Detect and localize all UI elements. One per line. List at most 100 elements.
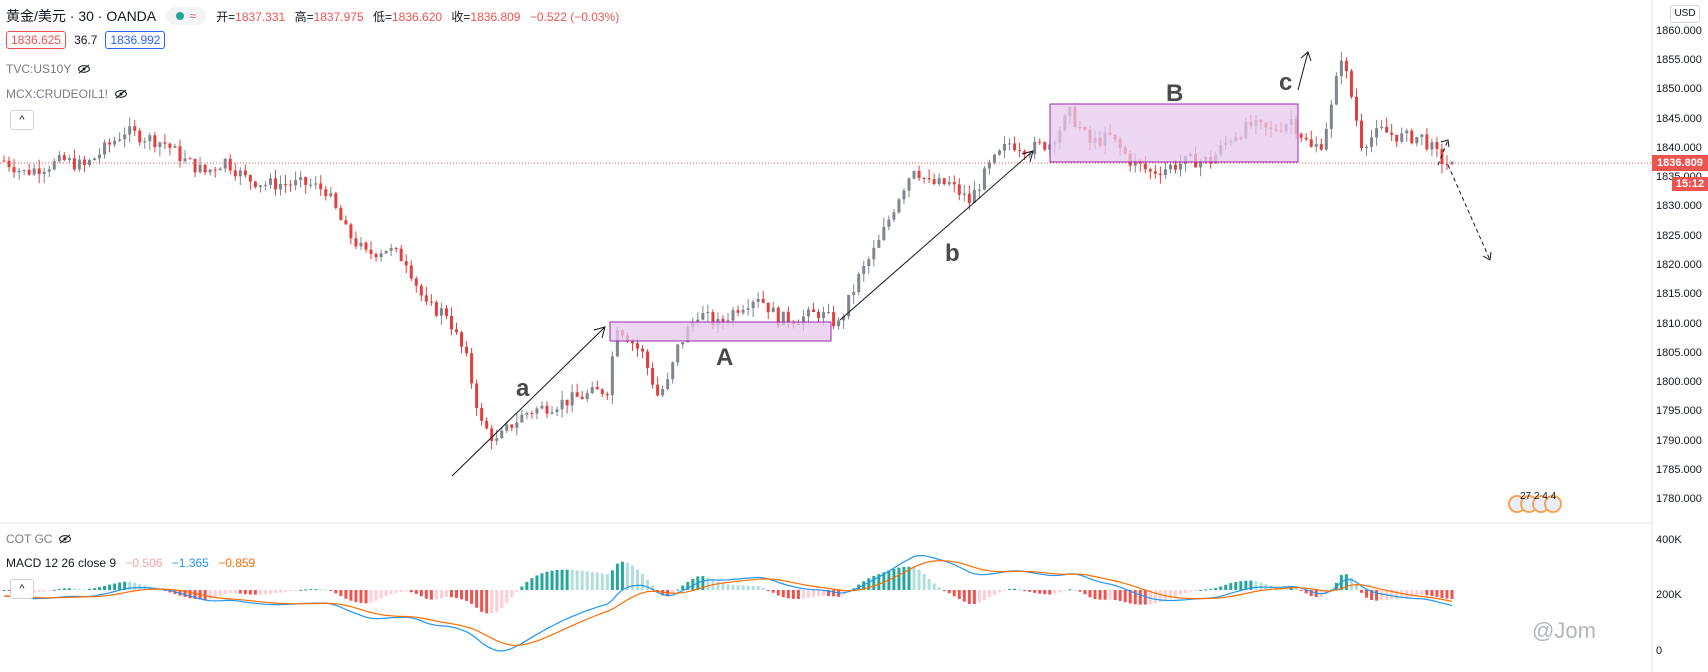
macd-histogram-bar (128, 581, 132, 590)
candle-body (811, 309, 815, 312)
candle-body (1158, 173, 1162, 175)
candle-body (535, 408, 539, 414)
candle-body (2, 160, 6, 162)
cot-label: COT GC (6, 532, 53, 546)
candle-body (867, 259, 871, 267)
macd-histogram-bar (1043, 590, 1047, 595)
macd-histogram-bar (741, 585, 745, 590)
candle-body (842, 316, 846, 321)
candle-body (1370, 137, 1374, 147)
arrow-b[interactable] (839, 150, 1034, 321)
candle-body (741, 309, 745, 313)
candle-body (128, 126, 132, 135)
macd-histogram-bar (1103, 590, 1107, 600)
macd-histogram-bar (439, 590, 443, 599)
close-value: 1836.809 (470, 9, 521, 24)
overlay-legend-crudeoil[interactable]: MCX:CRUDEOIL1! (6, 87, 128, 101)
bid-price-button[interactable]: 1836.625 (6, 31, 67, 49)
candle-body (173, 146, 177, 148)
macd-histogram-bar (636, 569, 639, 590)
currency-button[interactable]: USD (1670, 5, 1700, 23)
candle-body (505, 424, 509, 431)
candle-body (1385, 126, 1389, 133)
candle-body (681, 342, 685, 345)
macd-histogram-bar (701, 576, 705, 590)
macd-legend[interactable]: MACD 12 26 close 9 −0.506 −1.365 −0.859 (6, 556, 255, 570)
macd-histogram-bar (1289, 587, 1293, 590)
wave-label-B[interactable]: B (1166, 80, 1183, 107)
candle-body (962, 193, 966, 195)
economic-events-flags[interactable]: 27 2 4 4 (1508, 491, 1562, 513)
candle-body (1299, 133, 1303, 138)
macd-histogram-bar (1003, 590, 1007, 591)
arrow-a[interactable] (451, 326, 606, 477)
macd-signal-line (3, 560, 1453, 646)
wave-label-a[interactable]: a (516, 375, 530, 402)
hidden-eye-icon[interactable] (77, 64, 91, 74)
macd-histogram-bar (238, 590, 242, 594)
macd-histogram-bar (7, 590, 11, 591)
candle-body (439, 308, 443, 316)
macd-histogram-bar (917, 569, 921, 590)
candle-body (193, 158, 197, 173)
candle-body (701, 312, 705, 320)
market-open-dot-icon (176, 12, 185, 20)
symbol-title[interactable]: 黄金/美元 · 30 · OANDA (6, 8, 157, 24)
candle-body (515, 422, 519, 428)
candle-body (1430, 142, 1434, 150)
macd-histogram-bar (580, 570, 584, 590)
macd-histogram-bar (1380, 590, 1384, 601)
wave-label-b[interactable]: b (945, 240, 960, 267)
current-price-tag: 1836.809 (1652, 155, 1708, 171)
candle-body (223, 158, 227, 169)
candle-body (827, 312, 831, 314)
candle-body (817, 311, 820, 319)
hidden-eye-icon[interactable] (58, 534, 72, 544)
candle-body (641, 348, 645, 352)
hidden-eye-icon[interactable] (114, 89, 128, 99)
macd-histogram-bar (822, 590, 826, 596)
candle-body (329, 193, 333, 197)
arrow-c[interactable] (1297, 51, 1312, 91)
candle-body (294, 179, 298, 186)
bid-ask-panel: 1836.625 36.7 1836.992 (6, 30, 166, 50)
candle-body (339, 207, 343, 221)
macd-histogram-bar (1209, 589, 1213, 591)
candle-body (203, 164, 207, 173)
market-status-toggle[interactable]: ≈ (166, 7, 207, 25)
candle-body (213, 169, 217, 171)
collapse-macd-button[interactable]: ^ (10, 579, 34, 599)
macd-histogram-bar (1249, 580, 1253, 590)
macd-histogram-bar (1445, 590, 1449, 599)
candle-body (751, 301, 755, 309)
candle-body (485, 420, 489, 429)
candle-body (113, 140, 117, 145)
cot-legend[interactable]: COT GC (6, 532, 72, 546)
candle-body (1038, 141, 1042, 143)
candle-body (656, 384, 660, 396)
macd-histogram-bar (590, 571, 594, 590)
macd-histogram-bar (289, 590, 293, 592)
macd-histogram-bar (922, 573, 926, 590)
macd-histogram-bar (449, 590, 453, 598)
zone-box-A[interactable] (609, 321, 832, 342)
macd-histogram-bar (977, 590, 981, 603)
collapse-legend-button[interactable]: ^ (10, 110, 34, 130)
candle-body (334, 193, 338, 208)
zone-box-B[interactable] (1049, 103, 1299, 163)
candle-body (1435, 142, 1439, 149)
macd-histogram-bar (77, 588, 81, 590)
ask-price-button[interactable]: 1836.992 (105, 31, 166, 49)
macd-histogram-bar (897, 567, 901, 590)
candle-body (937, 178, 941, 184)
projection-arrow[interactable] (1437, 139, 1492, 261)
candle-body (399, 248, 403, 262)
macd-histogram-bar (1425, 590, 1429, 596)
macd-histogram-bar (771, 590, 775, 593)
wave-label-c[interactable]: c (1279, 69, 1292, 96)
macd-histogram-bar (309, 589, 313, 591)
overlay-legend-us10y[interactable]: TVC:US10Y (6, 62, 91, 76)
wave-label-A[interactable]: A (716, 344, 733, 371)
